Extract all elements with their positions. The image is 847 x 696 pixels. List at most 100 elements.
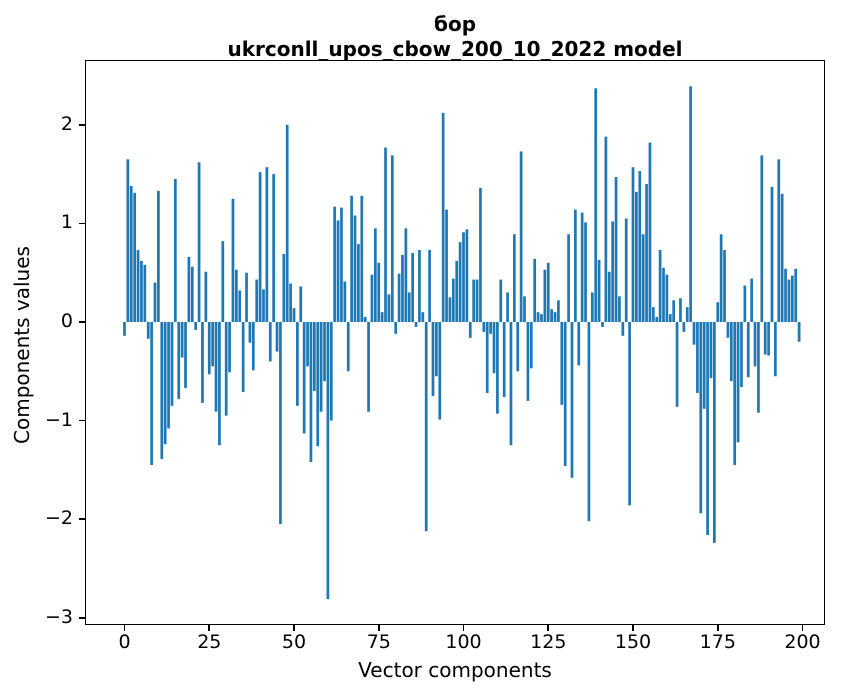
- bar-component-81: [397, 273, 401, 322]
- y-axis-label: Components values: [10, 246, 34, 444]
- bar-component-146: [618, 296, 621, 322]
- bar-component-193: [777, 159, 781, 322]
- bar-component-148: [624, 218, 628, 322]
- bar-component-44: [272, 174, 276, 322]
- bar-component-101: [465, 229, 469, 322]
- bar-component-105: [479, 187, 482, 322]
- bar-component-108: [489, 322, 492, 334]
- bar-component-185: [750, 278, 753, 322]
- bar-component-22: [197, 162, 201, 322]
- bar-component-190: [767, 322, 770, 356]
- bar-component-140: [597, 259, 601, 322]
- y-tick-label-−3: −3: [44, 605, 73, 628]
- bar-component-61: [329, 322, 333, 421]
- x-tick-label-75: 75: [366, 631, 391, 653]
- bar-component-166: [685, 307, 689, 322]
- bar-component-112: [502, 322, 506, 397]
- bar-component-68: [353, 215, 357, 322]
- bar-component-17: [180, 322, 184, 358]
- x-tick-label-200: 200: [784, 631, 821, 653]
- bar-component-70: [360, 195, 364, 322]
- bar-component-99: [458, 242, 462, 322]
- bar-component-126: [550, 309, 553, 322]
- bar-component-1: [126, 159, 130, 322]
- bar-component-72: [367, 322, 370, 412]
- bar-component-128: [557, 300, 560, 322]
- bar-component-186: [753, 322, 757, 367]
- bar-component-78: [387, 294, 391, 322]
- bar-component-13: [167, 322, 170, 429]
- bar-component-77: [384, 147, 387, 322]
- bar-component-34: [238, 290, 242, 322]
- bar-component-149: [628, 322, 631, 506]
- x-tick-mark-100: [462, 625, 465, 631]
- bar-component-151: [635, 191, 638, 322]
- bar-component-4: [136, 250, 140, 322]
- bar-component-194: [780, 193, 784, 322]
- x-tick-mark-175: [716, 625, 719, 631]
- bar-component-24: [204, 271, 208, 322]
- bar-component-84: [407, 292, 411, 322]
- bar-component-184: [746, 322, 750, 378]
- bar-component-62: [333, 206, 337, 322]
- bar-component-42: [265, 167, 269, 322]
- bar-component-98: [455, 260, 459, 322]
- bar-component-14: [170, 322, 174, 406]
- bar-component-63: [336, 220, 340, 322]
- bar-component-136: [584, 222, 587, 322]
- bar-component-53: [302, 322, 306, 434]
- bar-component-143: [607, 271, 611, 322]
- bar-component-73: [370, 274, 374, 322]
- bar-component-121: [533, 258, 537, 322]
- bar-component-192: [774, 322, 777, 377]
- bar-component-147: [621, 322, 625, 336]
- bar-component-21: [194, 322, 198, 330]
- bar-component-160: [665, 274, 669, 322]
- bar-component-69: [357, 244, 360, 322]
- bar-component-8: [150, 322, 153, 465]
- bar-component-58: [319, 322, 323, 412]
- bar-component-15: [173, 179, 177, 322]
- bar-component-176: [719, 234, 723, 322]
- bar-component-55: [309, 322, 313, 463]
- bar-component-174: [713, 322, 716, 543]
- bar-component-172: [706, 322, 709, 535]
- bar-component-80: [394, 322, 398, 334]
- bar-component-7: [146, 322, 150, 339]
- bar-component-117: [519, 151, 523, 322]
- bar-component-195: [784, 268, 787, 322]
- bar-component-165: [682, 322, 686, 332]
- bar-component-139: [594, 88, 598, 322]
- bar-component-57: [316, 322, 320, 447]
- bar-component-142: [604, 136, 608, 322]
- bar-component-159: [662, 267, 665, 322]
- bar-component-51: [296, 322, 299, 406]
- bar-component-124: [543, 269, 547, 322]
- bar-component-30: [224, 322, 228, 416]
- bar-component-157: [655, 317, 659, 322]
- bar-component-3: [133, 192, 137, 322]
- bar-component-110: [496, 322, 499, 414]
- y-tick-label-1: 1: [60, 211, 73, 234]
- bar-component-123: [540, 314, 543, 322]
- bar-component-100: [462, 232, 465, 322]
- bar-component-164: [679, 298, 682, 322]
- x-tick-label-125: 125: [530, 631, 567, 653]
- x-tick-label-25: 25: [197, 631, 222, 653]
- bar-component-95: [445, 209, 448, 322]
- x-tick-label-0: 0: [118, 631, 131, 653]
- bar-component-29: [221, 241, 225, 322]
- bar-component-64: [340, 207, 343, 322]
- bar-component-132: [570, 322, 574, 478]
- bar-component-20: [190, 266, 194, 322]
- bar-component-127: [553, 312, 557, 322]
- bar-component-35: [241, 322, 245, 393]
- bar-component-16: [177, 322, 181, 399]
- bar-component-113: [506, 292, 509, 322]
- bar-component-49: [289, 283, 292, 322]
- bar-component-19: [187, 256, 191, 322]
- chart-title-model: ukrconll_upos_cbow_200_10_2022 model: [227, 37, 683, 61]
- bar-component-89: [424, 322, 428, 532]
- bar-component-90: [428, 250, 431, 322]
